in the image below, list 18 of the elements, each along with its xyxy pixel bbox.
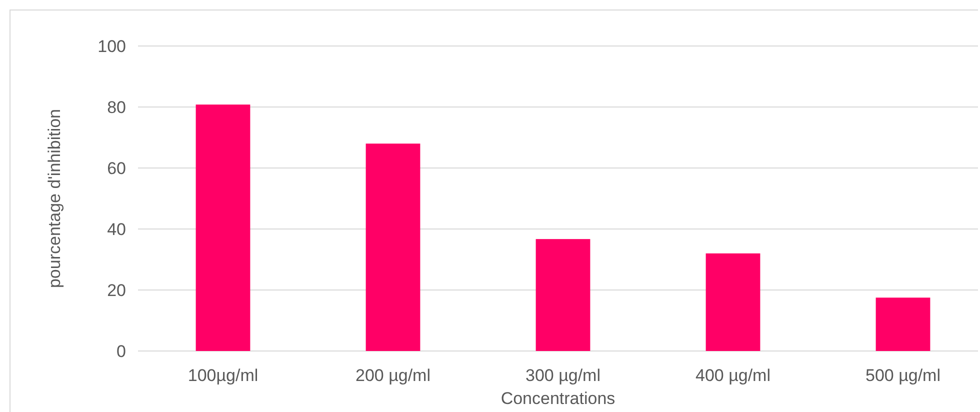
x-axis-title: Concentrations bbox=[500, 389, 616, 408]
y-tick-label: 80 bbox=[107, 98, 126, 117]
x-tick-label: 400 µg/ml bbox=[696, 366, 770, 385]
x-tick-label: 300 µg/ml bbox=[526, 366, 600, 385]
bar bbox=[196, 104, 250, 351]
y-tick-label: 20 bbox=[107, 280, 126, 300]
bar bbox=[876, 298, 930, 351]
bar bbox=[366, 144, 420, 351]
y-tick-label: 40 bbox=[107, 220, 126, 239]
y-axis-title: pourcentage d'inhibition bbox=[45, 108, 64, 288]
x-tick-label: 500 µg/ml bbox=[866, 366, 940, 385]
y-tick-label: 0 bbox=[116, 342, 126, 361]
y-tick-label: 100 bbox=[98, 36, 126, 56]
y-tick-label: 60 bbox=[107, 158, 126, 178]
bar bbox=[536, 239, 590, 351]
bar bbox=[706, 253, 760, 351]
x-tick-label: 100µg/ml bbox=[188, 366, 258, 385]
x-tick-label: 200 µg/ml bbox=[356, 366, 430, 385]
